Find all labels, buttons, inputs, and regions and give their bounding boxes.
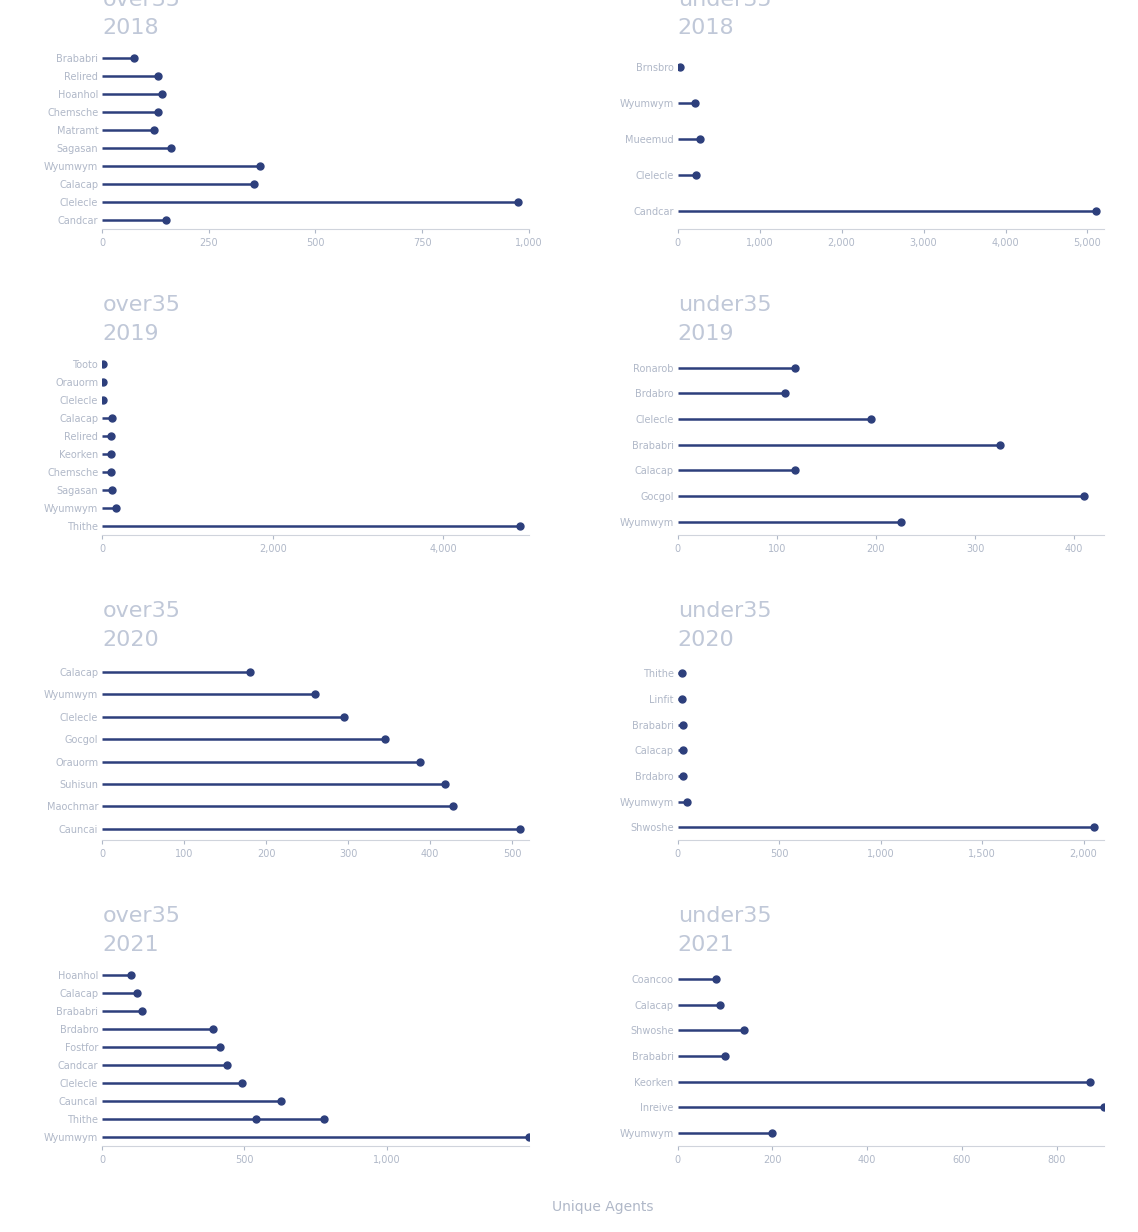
Text: under35: under35 [678, 0, 772, 10]
Text: 2020: 2020 [102, 630, 159, 649]
Text: over35: over35 [102, 296, 181, 315]
Text: 2018: 2018 [102, 18, 159, 38]
Text: under35: under35 [678, 296, 772, 315]
Text: 2019: 2019 [678, 324, 734, 344]
Text: over35: over35 [102, 907, 181, 926]
Text: 2021: 2021 [102, 935, 159, 955]
Text: over35: over35 [102, 601, 181, 621]
Text: 2019: 2019 [102, 324, 159, 344]
Text: under35: under35 [678, 601, 772, 621]
Text: Unique Agents: Unique Agents [552, 1200, 654, 1214]
Text: 2021: 2021 [678, 935, 734, 955]
Text: under35: under35 [678, 907, 772, 926]
Text: 2018: 2018 [678, 18, 734, 38]
Text: 2020: 2020 [678, 630, 734, 649]
Text: over35: over35 [102, 0, 181, 10]
